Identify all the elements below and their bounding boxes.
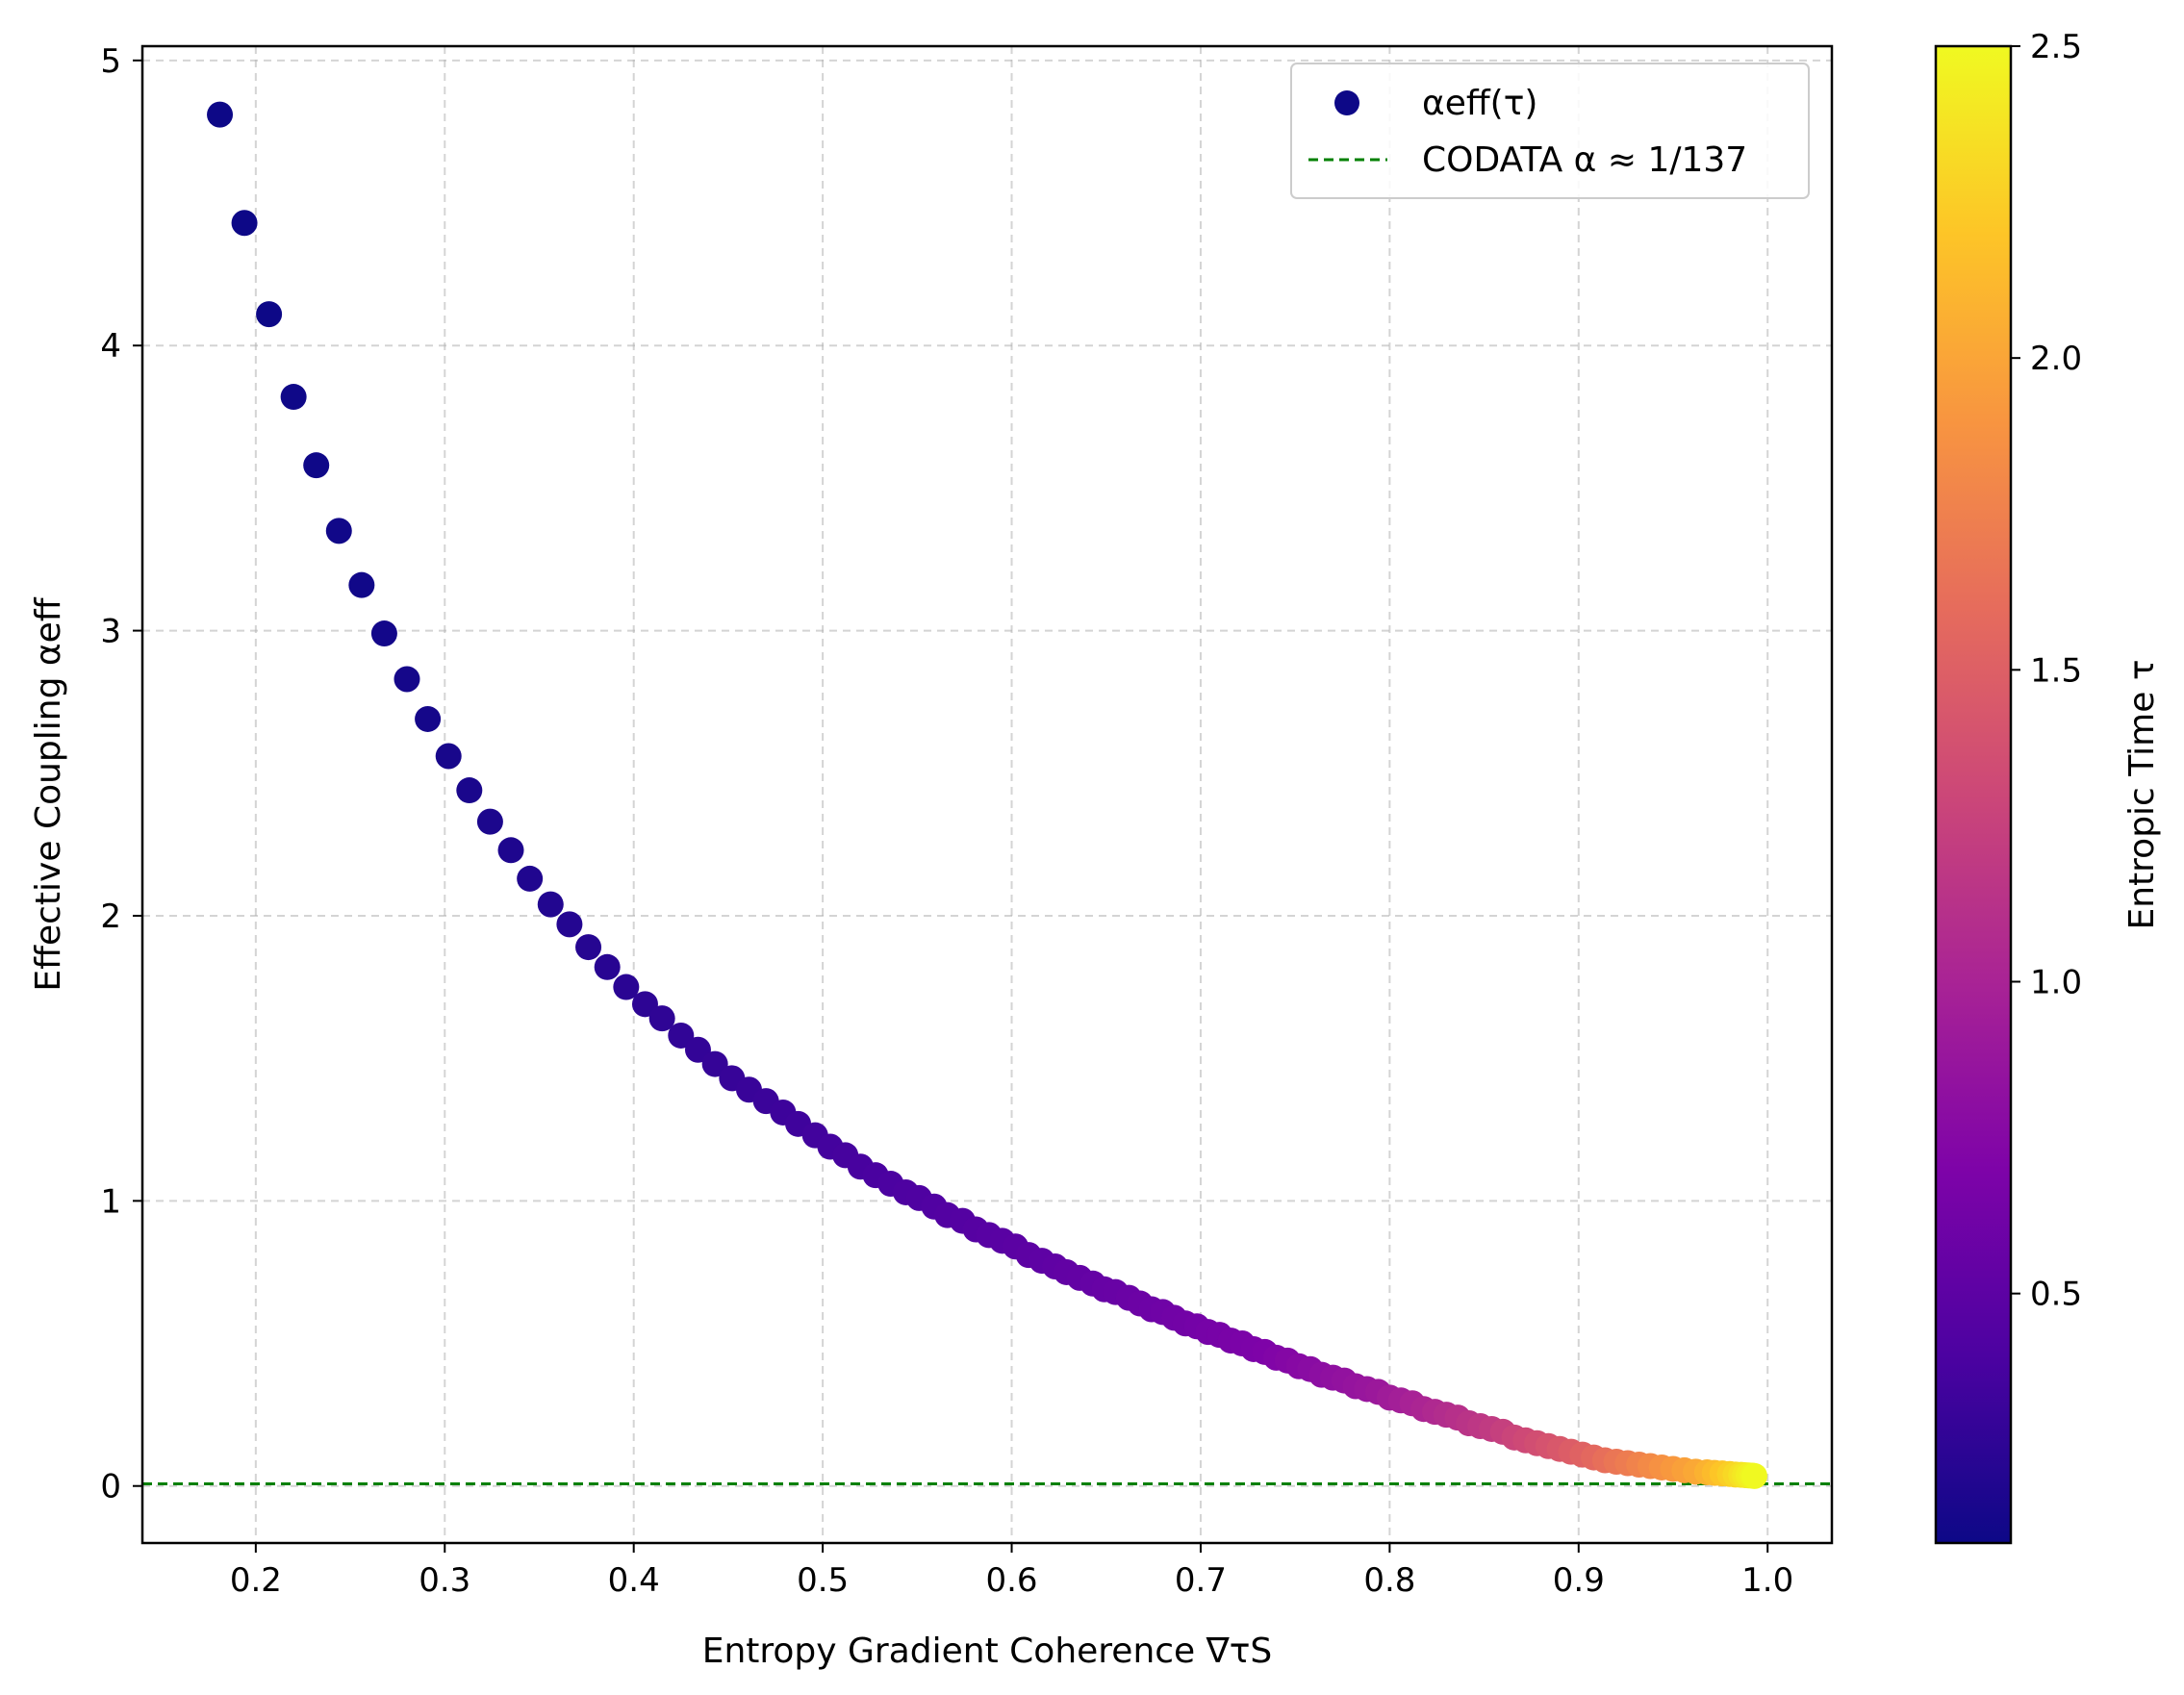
data-point: [517, 865, 544, 892]
data-point: [394, 666, 420, 693]
data-point: [207, 101, 234, 128]
x-tick-label: 0.2: [230, 1561, 282, 1600]
data-point: [556, 911, 583, 938]
colorbar-tick-label: 2.5: [2030, 28, 2082, 66]
colorbar-gradient: [1934, 44, 2013, 1545]
data-point: [701, 1050, 728, 1077]
x-tick-label: 0.6: [985, 1561, 1037, 1600]
legend-marker-circle: [1334, 90, 1359, 115]
data-point: [231, 210, 258, 237]
colorbar-label: Entropic Time τ: [2122, 659, 2162, 929]
x-tick-label: 0.5: [797, 1561, 849, 1600]
colorbar-tick-label: 1.0: [2030, 964, 2082, 1002]
colorbar: 0.5 1.0 1.5 2.0 2.5 Entropic Time τ: [1934, 28, 2162, 1545]
data-point: [325, 518, 352, 544]
x-tick-label: 0.9: [1553, 1561, 1605, 1600]
legend-box: [1290, 63, 1810, 199]
data-point: [497, 837, 524, 864]
data-point: [370, 620, 397, 647]
data-point: [415, 705, 442, 732]
data-point: [537, 891, 564, 918]
data-point: [575, 934, 602, 961]
data-point: [631, 991, 658, 1018]
data-point: [280, 384, 307, 411]
y-tick-label: 2: [100, 898, 121, 936]
colorbar-ticks: 0.5 1.0 1.5 2.0 2.5: [2011, 28, 2082, 1314]
colorbar-tick-label: 1.5: [2030, 651, 2082, 690]
data-point: [476, 808, 503, 835]
colorbar-tick-label: 0.5: [2030, 1276, 2082, 1314]
data-point: [613, 974, 640, 1000]
grid: [142, 46, 1832, 1543]
data-point: [456, 777, 483, 804]
y-tick-label: 3: [100, 613, 121, 651]
x-tick-label: 0.3: [419, 1561, 470, 1600]
y-axis-label: Effective Coupling αeff: [29, 596, 68, 991]
data-point: [348, 571, 375, 598]
y-tick-label: 5: [100, 42, 121, 81]
x-axis-ticks: 0.2 0.3 0.4 0.5 0.6 0.7 0.8 0.9 1.0: [230, 1543, 1793, 1600]
data-point: [668, 1022, 695, 1049]
data-point: [303, 452, 330, 479]
colorbar-tick-label: 2.0: [2030, 340, 2082, 378]
data-point: [1740, 1462, 1767, 1489]
x-tick-label: 1.0: [1741, 1561, 1793, 1600]
y-tick-label: 4: [100, 327, 121, 366]
y-tick-label: 0: [100, 1468, 121, 1506]
data-point: [435, 743, 462, 770]
legend-label-codata: CODATA α ≈ 1/137: [1422, 140, 1747, 180]
data-point: [684, 1036, 711, 1063]
legend-label-alpha-eff: αeff(τ): [1422, 84, 1537, 123]
legend: αeff(τ) CODATA α ≈ 1/137: [1290, 63, 1810, 199]
y-tick-label: 1: [100, 1182, 121, 1221]
plot-frame: [140, 44, 1834, 1545]
x-tick-label: 0.7: [1175, 1561, 1227, 1600]
data-point: [256, 301, 283, 328]
data-point: [594, 953, 621, 980]
data-points: [207, 101, 1767, 1489]
x-axis-label: Entropy Gradient Coherence ∇τS: [702, 1632, 1273, 1671]
x-tick-label: 0.4: [608, 1561, 660, 1600]
x-tick-label: 0.8: [1363, 1561, 1415, 1600]
data-point: [648, 1005, 675, 1032]
y-axis-ticks: 0 1 2 3 4 5: [100, 42, 142, 1506]
